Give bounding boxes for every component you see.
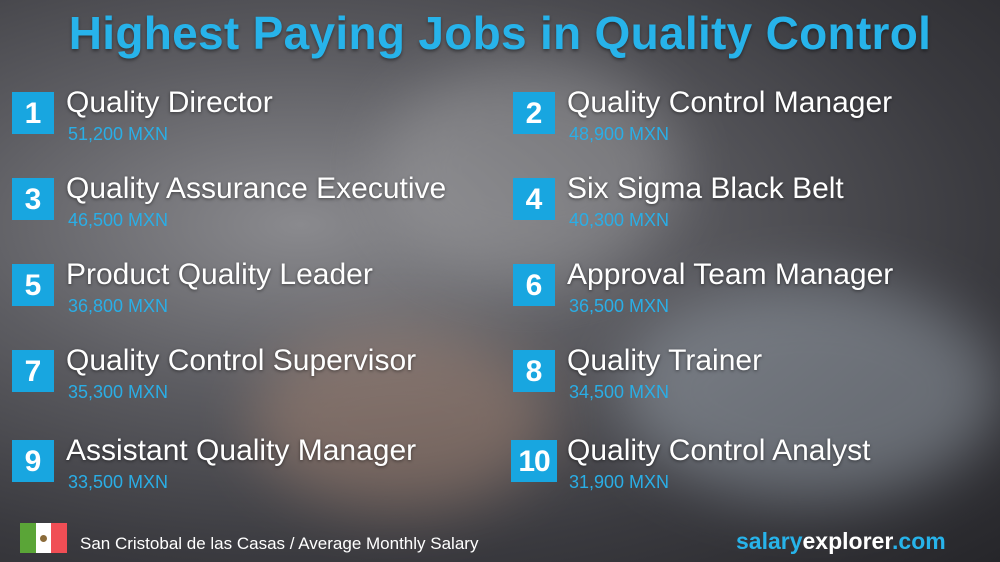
job-salary: 35,300 MXN [68,382,169,402]
rank-badge: 5 [12,264,54,306]
background-chart-image [620,280,1000,500]
job-item: 6 Approval Team Manager 36,500 MXN [513,258,1000,334]
rank-badge: 1 [12,92,54,134]
job-salary: 31,900 MXN [569,472,670,492]
job-title: Approval Team Manager [567,258,894,291]
job-item: 4 Six Sigma Black Belt 40,300 MXN [513,172,1000,248]
location-caption: San Cristobal de las Casas / Average Mon… [80,534,479,553]
rank-badge: 7 [12,350,54,392]
rank-badge: 6 [513,264,555,306]
rank-badge: 9 [12,440,54,482]
brand-part-explorer: explorer [802,528,893,554]
job-title: Assistant Quality Manager [66,434,417,467]
job-item: 1 Quality Director 51,200 MXN [12,86,502,162]
job-title: Quality Assurance Executive [66,172,447,205]
brand-part-salary: salary [736,528,803,554]
job-salary: 48,900 MXN [569,124,670,144]
job-salary: 33,500 MXN [68,472,169,492]
job-salary: 34,500 MXN [569,382,670,402]
rank-badge: 10 [511,440,557,482]
brand-part-com: .com [892,528,946,554]
job-item: 10 Quality Control Analyst 31,900 MXN [511,434,1000,510]
rank-badge: 8 [513,350,555,392]
job-salary: 36,800 MXN [68,296,169,316]
job-title: Quality Trainer [567,344,763,377]
job-title: Quality Control Supervisor [66,344,417,377]
job-item: 7 Quality Control Supervisor 35,300 MXN [12,344,502,420]
background-hand-image [250,330,550,510]
job-salary: 46,500 MXN [68,210,169,230]
job-title: Quality Director [66,86,273,119]
job-salary: 36,500 MXN [569,296,670,316]
mexico-flag-icon [20,523,68,553]
job-item: 5 Product Quality Leader 36,800 MXN [12,258,502,334]
rank-badge: 4 [513,178,555,220]
rank-badge: 2 [513,92,555,134]
job-item: 2 Quality Control Manager 48,900 MXN [513,86,1000,162]
job-salary: 51,200 MXN [68,124,169,144]
job-item: 8 Quality Trainer 34,500 MXN [513,344,1000,420]
job-title: Six Sigma Black Belt [567,172,844,205]
job-title: Quality Control Analyst [567,434,871,467]
job-salary: 40,300 MXN [569,210,670,230]
job-title: Product Quality Leader [66,258,373,291]
job-title: Quality Control Manager [567,86,893,119]
job-item: 9 Assistant Quality Manager 33,500 MXN [12,434,502,510]
brand-logo[interactable]: salaryexplorer.com [736,528,946,555]
page-title: Highest Paying Jobs in Quality Control [68,7,932,59]
rank-badge: 3 [12,178,54,220]
job-item: 3 Quality Assurance Executive 46,500 MXN [12,172,502,248]
